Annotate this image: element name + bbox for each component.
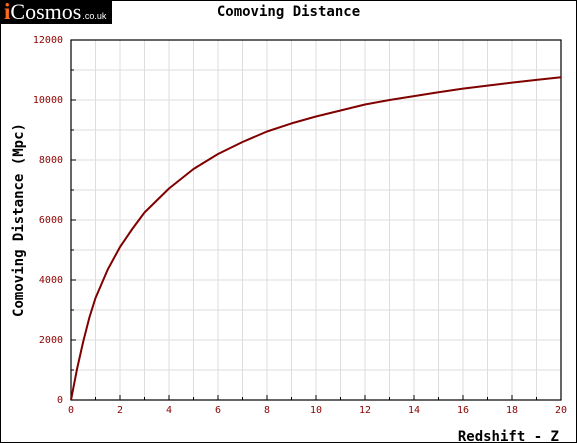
y-tick-label: 10000 [33, 95, 63, 106]
x-tick-label: 20 [555, 405, 567, 416]
y-tick-labels: 0 2000 4000 6000 8000 10000 12000 [33, 35, 63, 406]
x-tick-label: 16 [457, 405, 469, 416]
logo-tld: .co.uk [82, 11, 107, 21]
x-axis-title: Redshift - Z [458, 429, 559, 443]
y-tick-label: 12000 [33, 35, 63, 46]
chart-title: Comoving Distance [216, 4, 361, 20]
x-tick-label: 10 [310, 405, 322, 416]
y-tick-label: 0 [57, 395, 63, 406]
x-tick-labels: 0 2 4 6 8 10 12 14 16 18 20 [68, 405, 567, 416]
y-tick-label: 8000 [39, 155, 63, 166]
y-tick-label: 6000 [39, 215, 63, 226]
x-tick-label: 8 [264, 405, 270, 416]
y-tick-label: 2000 [39, 335, 63, 346]
grid [71, 40, 561, 400]
x-tick-label: 2 [117, 405, 123, 416]
icosmos-logo[interactable]: i Cosmos .co.uk [0, 0, 112, 24]
axis-ticks [70, 39, 562, 401]
x-tick-label: 14 [408, 405, 420, 416]
logo-main: Cosmos [10, 0, 82, 24]
x-tick-label: 18 [506, 405, 518, 416]
x-tick-label: 12 [359, 405, 371, 416]
comoving-distance-line [70, 76, 562, 401]
x-tick-label: 0 [68, 405, 74, 416]
logo-i: i [4, 0, 11, 24]
y-tick-label: 4000 [39, 275, 63, 286]
x-tick-label: 4 [166, 405, 172, 416]
x-tick-label: 6 [215, 405, 221, 416]
y-axis-title: Comoving Distance (Mpc) [11, 123, 27, 317]
